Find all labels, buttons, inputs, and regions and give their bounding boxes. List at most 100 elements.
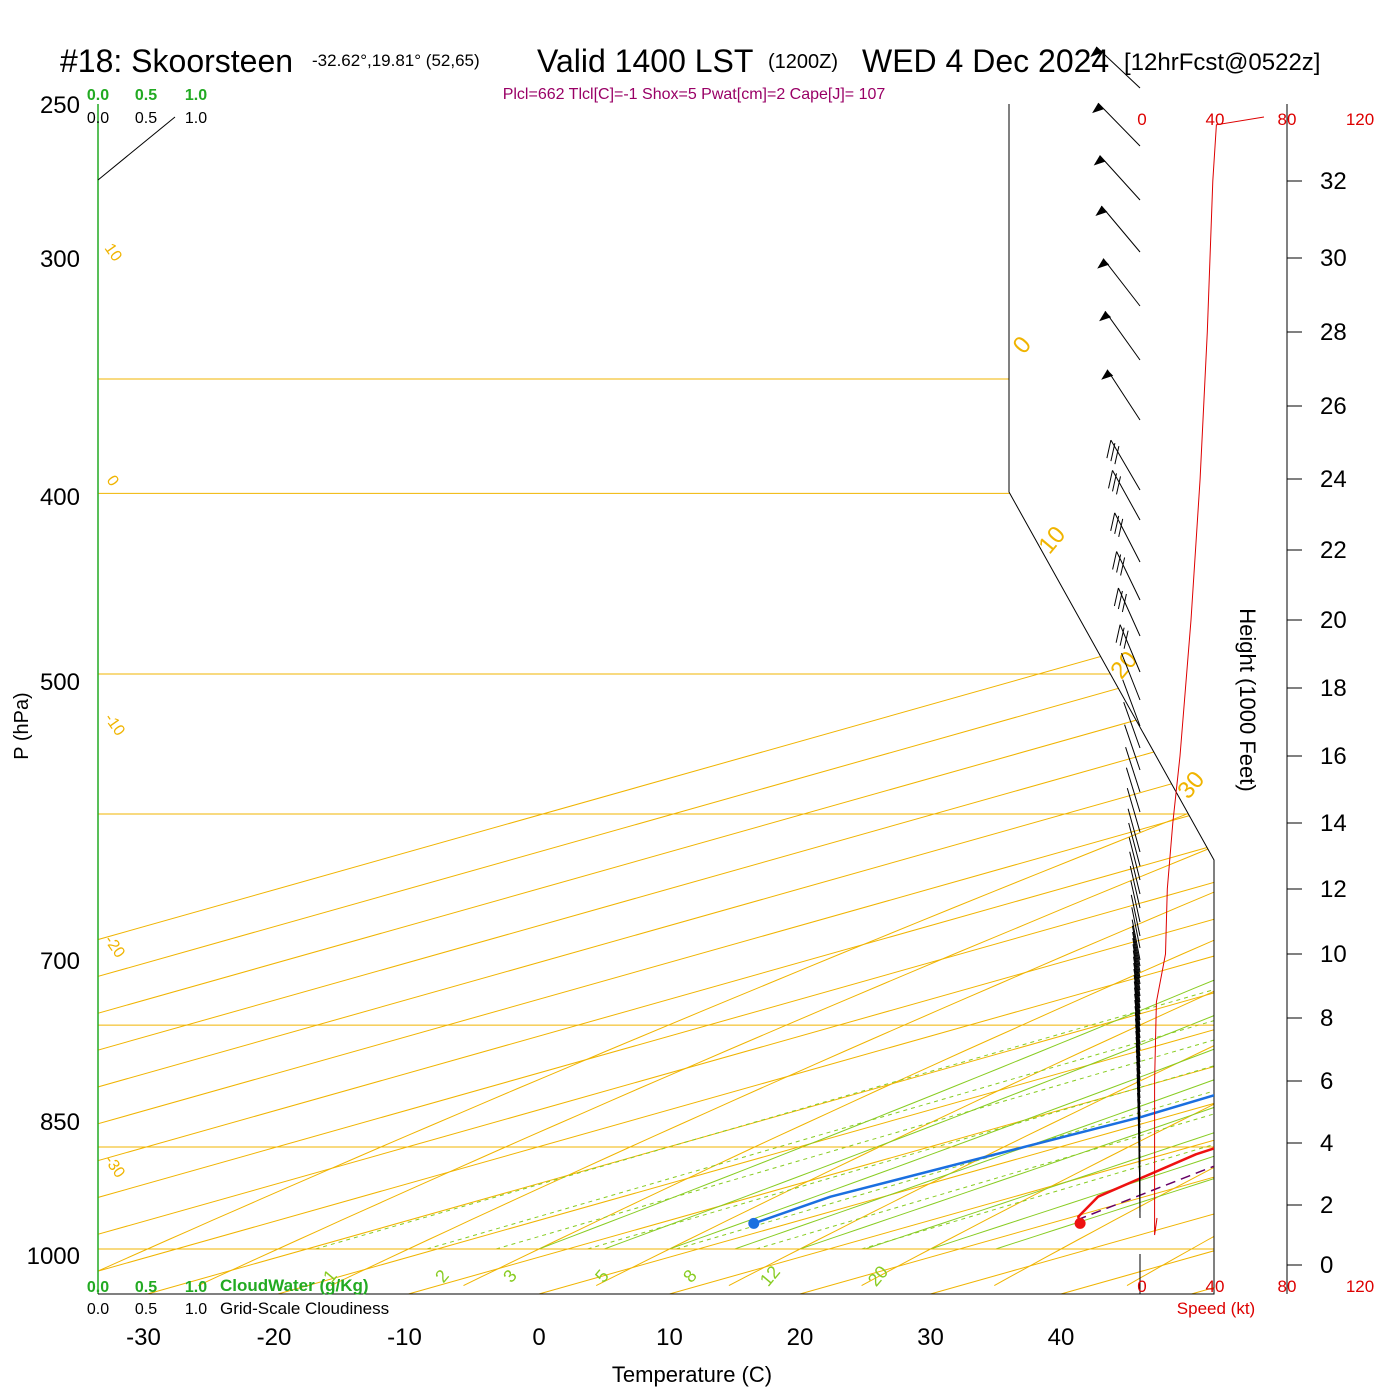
barb-shaft [1127,808,1141,853]
barb-shaft [1128,837,1141,881]
cloudwater-tick-top: 0.5 [135,87,157,104]
wind-barb [1132,931,1141,973]
isotherm-line [147,238,1214,1294]
barb-shaft [1095,46,1141,89]
wind-barb [1128,822,1141,867]
valid-time: Valid 1400 LST [537,43,753,79]
wind-barb [1133,956,1141,997]
dry-adiabat [1392,207,1400,1286]
wind-barb [1129,865,1141,909]
isotherm-line [98,238,1214,1294]
wind-barb [1127,808,1141,853]
wind-barb [1129,851,1141,895]
cloudiness-tick-bottom: 1.0 [185,1301,207,1318]
wind-barb [1133,968,1141,1009]
barb-feather [1108,470,1113,489]
x-tick-label: 20 [787,1324,814,1351]
x-tick-label: 10 [656,1324,683,1351]
dry-adiabat [728,206,1214,1287]
speed-tick-bottom: 0 [1137,1277,1146,1296]
parcel-path [1076,1071,1214,1221]
cloudiness-profile-line [97,116,176,181]
x-tick-label: 40 [1048,1324,1075,1351]
height-tick-label: 18 [1320,675,1347,702]
wind-barb [1097,258,1141,307]
isotherm-line [538,238,1214,1294]
wind-barb [1112,551,1141,601]
speed-tick-top: 120 [1346,110,1374,129]
barb-shaft [1106,369,1141,421]
wind-barb [1135,1037,1141,1075]
cloudwater-tick-top: 0.0 [87,87,109,104]
isotherm-line [98,238,1214,1294]
wind-barb [1132,944,1141,985]
barb-feather [1110,512,1116,532]
isotherm-line [408,238,1214,1294]
barb-pennant [1095,206,1108,216]
wind-barb [1128,837,1141,881]
barb-shaft [1123,702,1141,749]
station-title: #18: Skoorsteen [60,43,293,79]
barb-shaft [1125,767,1141,813]
wind-barb [1115,624,1141,673]
pressure-tick-label: 500 [40,669,80,696]
barb-shaft [1130,880,1141,923]
wind-barb [1130,880,1141,923]
barb-shaft [1102,258,1141,307]
x-tick-label: -10 [387,1324,422,1351]
barb-shaft [1135,1024,1141,1063]
cloudiness-tick-top: 1.0 [185,110,207,127]
height-tick-label: 20 [1320,607,1347,634]
wind-barb [1134,993,1141,1033]
barb-shaft [1132,944,1141,985]
isotherm-line [277,238,1214,1294]
barb-shaft [1135,1043,1141,1081]
x-axis-label: Temperature (C) [612,1362,772,1387]
barb-feather [1120,557,1126,576]
barb-pennant [1101,369,1114,380]
dry-adiabat [330,206,1214,1287]
barb-shaft [1133,962,1141,1003]
height-tick-label: 12 [1320,876,1347,903]
wind-barb [1110,512,1141,563]
wind-barb [1133,962,1141,1003]
barb-pennant [1093,155,1106,166]
isotherm-label: 10 [101,241,125,265]
wind-speed-profile [1154,116,1265,1236]
height-tick-label: 28 [1320,319,1347,346]
zulu-time: (1200Z) [768,51,838,73]
barb-shaft [1132,931,1141,973]
barb-shaft [1132,950,1141,991]
x-tick-label: -20 [257,1324,292,1351]
wind-barb [1132,950,1141,991]
height-tick-label: 26 [1320,393,1347,420]
barb-shaft [1101,205,1141,253]
dry-adiabat [994,206,1214,1287]
pressure-tick-label: 400 [40,484,80,511]
height-tick-label: 2 [1320,1192,1333,1219]
barb-feather [1116,554,1122,573]
barb-feather [1113,587,1119,607]
barb-shaft [1099,155,1141,201]
wind-barb [1133,975,1141,1015]
barb-shaft [1131,907,1141,949]
mixing-ratio-label: 12 [756,1262,784,1290]
wind-barb [1130,894,1141,937]
mixing-ratio-line [756,673,1214,1250]
moist-adiabat [538,378,1214,1250]
height-tick-label: 6 [1320,1068,1333,1095]
dry-adiabat [197,206,1214,1287]
isotherm-label: -30 [101,1153,128,1182]
wind-barb [1132,938,1141,979]
y-axis-label: P (hPa) [11,692,33,759]
barb-feather [1112,551,1118,570]
barb-shaft [1133,975,1141,1015]
height-tick-label: 16 [1320,743,1347,770]
isotherm-line [98,238,1214,1294]
barb-shaft [1117,587,1141,637]
barb-pennant [1099,311,1112,322]
barb-shaft [1126,787,1141,833]
forecast-label: [12hrFcst@0522z] [1124,49,1320,76]
